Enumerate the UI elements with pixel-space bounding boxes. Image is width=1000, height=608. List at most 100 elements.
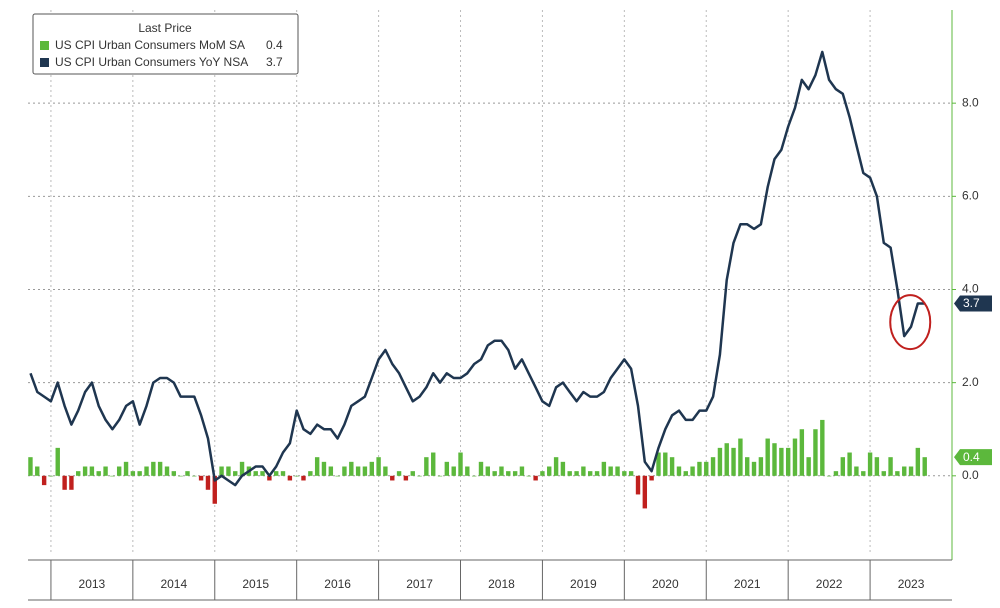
legend-swatch bbox=[40, 41, 49, 50]
legend-value: 3.7 bbox=[266, 55, 283, 69]
bar bbox=[35, 466, 40, 476]
bar bbox=[663, 452, 668, 476]
bar bbox=[704, 461, 709, 476]
bar bbox=[758, 457, 764, 476]
bar bbox=[260, 471, 265, 476]
annotation-circle bbox=[889, 294, 932, 351]
bar bbox=[424, 457, 429, 476]
bar bbox=[198, 475, 204, 481]
bar bbox=[103, 466, 108, 476]
bar bbox=[492, 471, 497, 476]
bar bbox=[362, 466, 368, 476]
bar bbox=[233, 471, 238, 476]
bar bbox=[519, 466, 525, 476]
bar bbox=[765, 438, 770, 476]
bar bbox=[451, 466, 456, 476]
bar bbox=[239, 461, 245, 476]
bar bbox=[512, 471, 518, 476]
x-tick-label: 2023 bbox=[898, 577, 925, 591]
bar bbox=[137, 471, 142, 476]
bar bbox=[683, 471, 688, 476]
bar bbox=[799, 429, 805, 476]
bar bbox=[847, 452, 852, 476]
bar bbox=[540, 471, 545, 476]
bar bbox=[123, 461, 129, 476]
bar bbox=[383, 466, 388, 476]
bar bbox=[151, 461, 156, 476]
x-tick-label: 2017 bbox=[406, 577, 433, 591]
bar bbox=[669, 457, 675, 476]
bar bbox=[69, 475, 74, 490]
bar bbox=[485, 466, 490, 476]
last-value-tag bbox=[954, 295, 992, 312]
bar bbox=[82, 466, 88, 476]
y-tick-label: 6.0 bbox=[962, 188, 979, 202]
bar bbox=[192, 475, 197, 477]
bar bbox=[349, 461, 354, 476]
bar bbox=[908, 466, 914, 476]
bar bbox=[697, 461, 702, 476]
bar bbox=[308, 471, 313, 476]
legend: Last Price US CPI Urban Consumers MoM SA… bbox=[32, 13, 299, 75]
bar bbox=[328, 466, 334, 476]
x-tick-label: 2022 bbox=[816, 577, 843, 591]
bar bbox=[888, 457, 893, 476]
bar bbox=[376, 457, 381, 476]
legend-label: US CPI Urban Consumers YoY NSA bbox=[55, 55, 248, 69]
bar bbox=[89, 466, 95, 476]
bar bbox=[253, 471, 258, 476]
bar bbox=[280, 471, 286, 476]
bar bbox=[62, 475, 67, 490]
bar bbox=[833, 471, 839, 476]
bar bbox=[881, 471, 886, 476]
bar bbox=[431, 452, 436, 476]
bar bbox=[738, 438, 743, 476]
bar bbox=[369, 461, 374, 476]
bar bbox=[895, 471, 900, 476]
bar bbox=[171, 471, 177, 476]
bar bbox=[458, 452, 463, 476]
bar bbox=[478, 461, 484, 476]
y-tick-label: 0.0 bbox=[962, 468, 979, 482]
bar bbox=[96, 471, 101, 476]
bar bbox=[717, 447, 723, 476]
bar bbox=[628, 471, 634, 476]
bar bbox=[301, 475, 306, 481]
bar bbox=[267, 475, 272, 481]
bar bbox=[465, 466, 470, 476]
x-tick-label: 2018 bbox=[488, 577, 515, 591]
bar bbox=[676, 466, 682, 476]
bar bbox=[342, 466, 347, 476]
x-tick-label: 2019 bbox=[570, 577, 597, 591]
bar bbox=[130, 471, 136, 476]
x-tick-label: 2020 bbox=[652, 577, 679, 591]
bar bbox=[840, 457, 846, 476]
bar bbox=[274, 471, 279, 476]
bar bbox=[745, 457, 750, 476]
bar bbox=[526, 475, 531, 477]
bar bbox=[55, 447, 60, 476]
bar bbox=[922, 457, 927, 476]
bar bbox=[649, 475, 654, 481]
bar bbox=[185, 471, 190, 476]
bar bbox=[553, 457, 559, 476]
bar bbox=[785, 447, 791, 476]
y-tick-label: 2.0 bbox=[962, 375, 979, 389]
bar bbox=[335, 475, 340, 477]
bar bbox=[710, 457, 716, 476]
bar bbox=[581, 466, 586, 476]
legend-title: Last Price bbox=[138, 21, 192, 35]
bar bbox=[902, 466, 907, 476]
bar bbox=[144, 466, 149, 476]
bar bbox=[164, 466, 170, 476]
bar bbox=[813, 429, 818, 476]
bar bbox=[615, 466, 620, 476]
legend-label: US CPI Urban Consumers MoM SA bbox=[55, 38, 245, 52]
bar bbox=[533, 475, 538, 481]
bar bbox=[601, 461, 607, 476]
x-tick-label: 2015 bbox=[242, 577, 269, 591]
bar bbox=[724, 443, 729, 476]
bar bbox=[41, 475, 47, 486]
bar bbox=[410, 471, 415, 476]
